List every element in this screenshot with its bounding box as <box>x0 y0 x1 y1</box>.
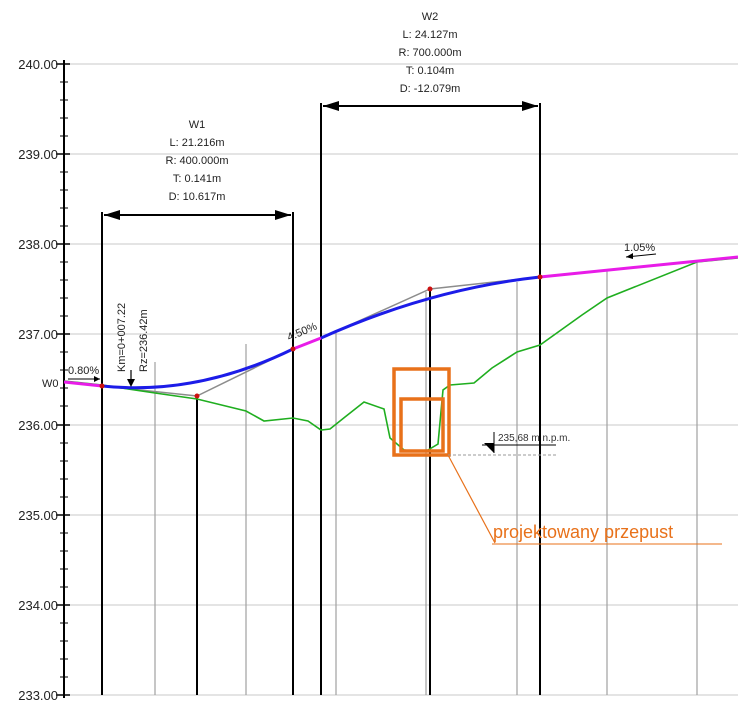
w0-point <box>99 383 105 389</box>
tick-label-233: 233.00 <box>18 688 58 703</box>
arrow-right-icon <box>275 210 291 220</box>
tick-label-235: 235.00 <box>18 508 58 523</box>
elevation-axis: 240.00 239.00 238.00 237.00 236.00 235.0… <box>18 57 70 703</box>
culvert-label: projektowany przepust <box>493 522 673 542</box>
water-level-label: 235,68 m n.p.m. <box>498 433 570 444</box>
w2-tangent: T: 0.104m <box>406 65 454 77</box>
culvert-leader-line <box>447 454 496 544</box>
grade-lines <box>63 255 738 388</box>
tick-label-236: 236.00 <box>18 418 58 433</box>
station-lines <box>154 262 698 695</box>
arrow-left-icon <box>104 210 120 220</box>
arrow-right-icon <box>522 101 538 111</box>
culvert <box>392 367 451 457</box>
w1-dimension <box>104 210 291 220</box>
w1-name: W1 <box>189 119 206 131</box>
start-grade-annotation: 0.80% <box>68 365 100 382</box>
major-ticks <box>56 63 70 696</box>
w1-vertex-point <box>194 393 200 399</box>
end-grade-label: 1.05% <box>624 242 655 254</box>
water-level-marker: 235,68 m n.p.m. <box>448 432 570 456</box>
middle-grade-line <box>292 336 322 351</box>
start-grade-line <box>63 380 103 388</box>
w2-vertex-point <box>427 286 433 292</box>
vertical-curves <box>101 275 541 390</box>
station-annotation: Km=0+007.22 Rz=236.42m <box>116 303 150 387</box>
w2-deflection: D: -12.079m <box>400 83 461 95</box>
w2-radius: R: 700.000m <box>399 47 462 59</box>
key-point-lines <box>101 103 541 695</box>
w2-dimension <box>323 101 538 111</box>
w2-name: W2 <box>422 11 439 23</box>
terrain-line <box>63 257 738 452</box>
start-grade-label: 0.80% <box>68 365 99 377</box>
tick-label-238: 238.00 <box>18 237 58 252</box>
arrow-left-icon <box>626 253 633 259</box>
w2-end-point <box>537 274 543 280</box>
w2-length: L: 24.127m <box>402 29 457 41</box>
end-grade-line <box>539 255 738 279</box>
w1-curve <box>101 347 294 390</box>
w2-curve <box>320 275 541 340</box>
end-grade-annotation: 1.05% <box>624 242 657 259</box>
water-level-triangle-icon <box>484 443 494 453</box>
tick-label-234: 234.00 <box>18 598 58 613</box>
w1-radius: R: 400.000m <box>166 155 229 167</box>
tick-label-240: 240.00 <box>18 57 58 72</box>
minor-ticks <box>60 81 68 678</box>
culvert-outer-box <box>392 367 451 457</box>
key-points <box>99 274 543 399</box>
w1-deflection: D: 10.617m <box>169 191 226 203</box>
arrow-down-icon <box>127 379 135 387</box>
w1-annotation: W1 L: 21.216m R: 400.000m T: 0.141m D: 1… <box>166 119 229 203</box>
arrow-left-icon <box>323 101 339 111</box>
culvert-inner-box <box>399 397 445 453</box>
rz-label: Rz=236.42m <box>138 309 150 372</box>
arrow-right-icon <box>94 376 100 382</box>
tick-label-237: 237.00 <box>18 327 58 342</box>
w1-tangent: T: 0.141m <box>173 173 221 185</box>
w0-label: W0 <box>42 378 59 390</box>
w2-annotation: W2 L: 24.127m R: 700.000m T: 0.104m D: -… <box>399 11 462 95</box>
tick-label-239: 239.00 <box>18 147 58 162</box>
w1-end-point <box>290 346 296 352</box>
w1-length: L: 21.216m <box>169 137 224 149</box>
km-label: Km=0+007.22 <box>116 303 128 372</box>
